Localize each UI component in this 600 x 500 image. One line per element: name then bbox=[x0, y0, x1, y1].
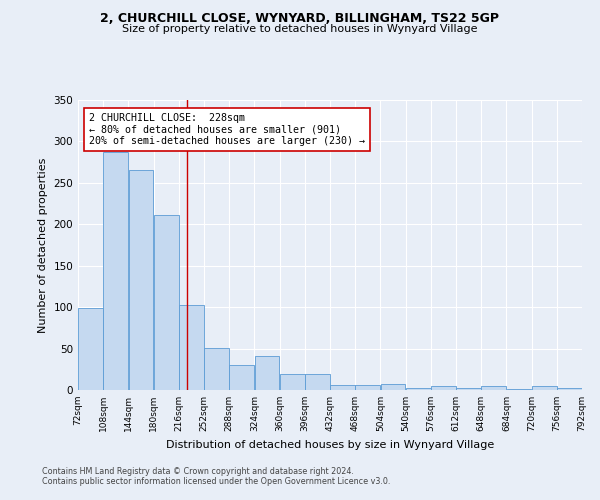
Bar bbox=[179, 304, 204, 390]
Bar bbox=[406, 388, 431, 390]
Bar bbox=[355, 385, 380, 390]
Text: Contains public sector information licensed under the Open Government Licence v3: Contains public sector information licen… bbox=[42, 477, 391, 486]
Bar bbox=[431, 386, 456, 390]
Bar bbox=[128, 170, 154, 390]
Bar bbox=[204, 348, 229, 390]
X-axis label: Distribution of detached houses by size in Wynyard Village: Distribution of detached houses by size … bbox=[166, 440, 494, 450]
Text: 2 CHURCHILL CLOSE:  228sqm
← 80% of detached houses are smaller (901)
20% of sem: 2 CHURCHILL CLOSE: 228sqm ← 80% of detac… bbox=[89, 114, 365, 146]
Text: 2, CHURCHILL CLOSE, WYNYARD, BILLINGHAM, TS22 5GP: 2, CHURCHILL CLOSE, WYNYARD, BILLINGHAM,… bbox=[101, 12, 499, 26]
Bar bbox=[506, 389, 532, 390]
Text: Contains HM Land Registry data © Crown copyright and database right 2024.: Contains HM Land Registry data © Crown c… bbox=[42, 467, 354, 476]
Bar bbox=[380, 384, 406, 390]
Bar bbox=[280, 374, 305, 390]
Bar bbox=[532, 386, 557, 390]
Bar bbox=[330, 385, 355, 390]
Bar bbox=[481, 386, 506, 390]
Y-axis label: Number of detached properties: Number of detached properties bbox=[38, 158, 48, 332]
Bar bbox=[78, 308, 103, 390]
Bar bbox=[557, 388, 582, 390]
Bar bbox=[154, 215, 179, 390]
Bar bbox=[229, 365, 254, 390]
Bar bbox=[103, 152, 128, 390]
Bar bbox=[305, 374, 330, 390]
Bar bbox=[456, 388, 481, 390]
Bar bbox=[254, 356, 280, 390]
Text: Size of property relative to detached houses in Wynyard Village: Size of property relative to detached ho… bbox=[122, 24, 478, 34]
